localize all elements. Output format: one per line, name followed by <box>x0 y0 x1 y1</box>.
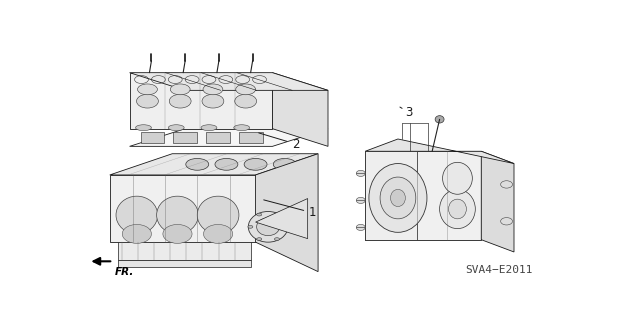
Ellipse shape <box>236 84 255 95</box>
Polygon shape <box>365 151 481 240</box>
Polygon shape <box>206 132 230 144</box>
Ellipse shape <box>203 84 223 95</box>
Polygon shape <box>365 151 417 240</box>
Ellipse shape <box>122 225 152 243</box>
Polygon shape <box>118 242 252 260</box>
Ellipse shape <box>248 226 253 228</box>
Ellipse shape <box>201 125 217 131</box>
Ellipse shape <box>257 218 280 236</box>
Ellipse shape <box>435 116 444 123</box>
Ellipse shape <box>138 84 157 95</box>
Polygon shape <box>141 132 164 144</box>
Polygon shape <box>255 154 318 272</box>
Polygon shape <box>129 73 328 90</box>
Ellipse shape <box>440 189 476 229</box>
Ellipse shape <box>157 196 198 234</box>
Polygon shape <box>173 132 197 144</box>
Ellipse shape <box>202 94 224 108</box>
Ellipse shape <box>380 177 416 219</box>
Polygon shape <box>273 73 328 146</box>
Ellipse shape <box>170 84 190 95</box>
Polygon shape <box>255 198 308 239</box>
Ellipse shape <box>257 213 262 216</box>
Ellipse shape <box>443 162 472 194</box>
Ellipse shape <box>168 125 184 131</box>
Ellipse shape <box>500 218 513 225</box>
Ellipse shape <box>163 225 192 243</box>
Polygon shape <box>129 73 273 129</box>
Ellipse shape <box>356 170 365 176</box>
Polygon shape <box>481 151 514 252</box>
Polygon shape <box>110 175 255 242</box>
Ellipse shape <box>275 238 280 241</box>
Ellipse shape <box>284 226 288 228</box>
Ellipse shape <box>204 225 233 243</box>
Text: 1: 1 <box>264 200 317 219</box>
Ellipse shape <box>257 238 262 241</box>
Ellipse shape <box>197 196 239 234</box>
Polygon shape <box>365 139 514 164</box>
Ellipse shape <box>369 164 427 232</box>
Ellipse shape <box>449 199 467 219</box>
Ellipse shape <box>275 213 280 216</box>
Polygon shape <box>129 129 328 146</box>
Text: 2: 2 <box>259 133 300 151</box>
Ellipse shape <box>356 197 365 204</box>
Ellipse shape <box>136 125 152 131</box>
Text: 3: 3 <box>400 106 412 119</box>
Ellipse shape <box>273 159 296 170</box>
Polygon shape <box>110 154 318 175</box>
Ellipse shape <box>235 94 257 108</box>
Ellipse shape <box>234 125 250 131</box>
Ellipse shape <box>169 94 191 108</box>
Text: FR.: FR. <box>115 267 134 277</box>
Ellipse shape <box>356 224 365 231</box>
Text: SVA4−E2011: SVA4−E2011 <box>465 265 533 275</box>
Ellipse shape <box>116 196 157 234</box>
Ellipse shape <box>248 211 288 242</box>
Polygon shape <box>118 260 252 267</box>
Ellipse shape <box>136 94 158 108</box>
Ellipse shape <box>215 159 238 170</box>
Ellipse shape <box>244 159 267 170</box>
Ellipse shape <box>390 189 405 206</box>
Ellipse shape <box>186 159 209 170</box>
Polygon shape <box>239 132 262 144</box>
Ellipse shape <box>500 181 513 188</box>
